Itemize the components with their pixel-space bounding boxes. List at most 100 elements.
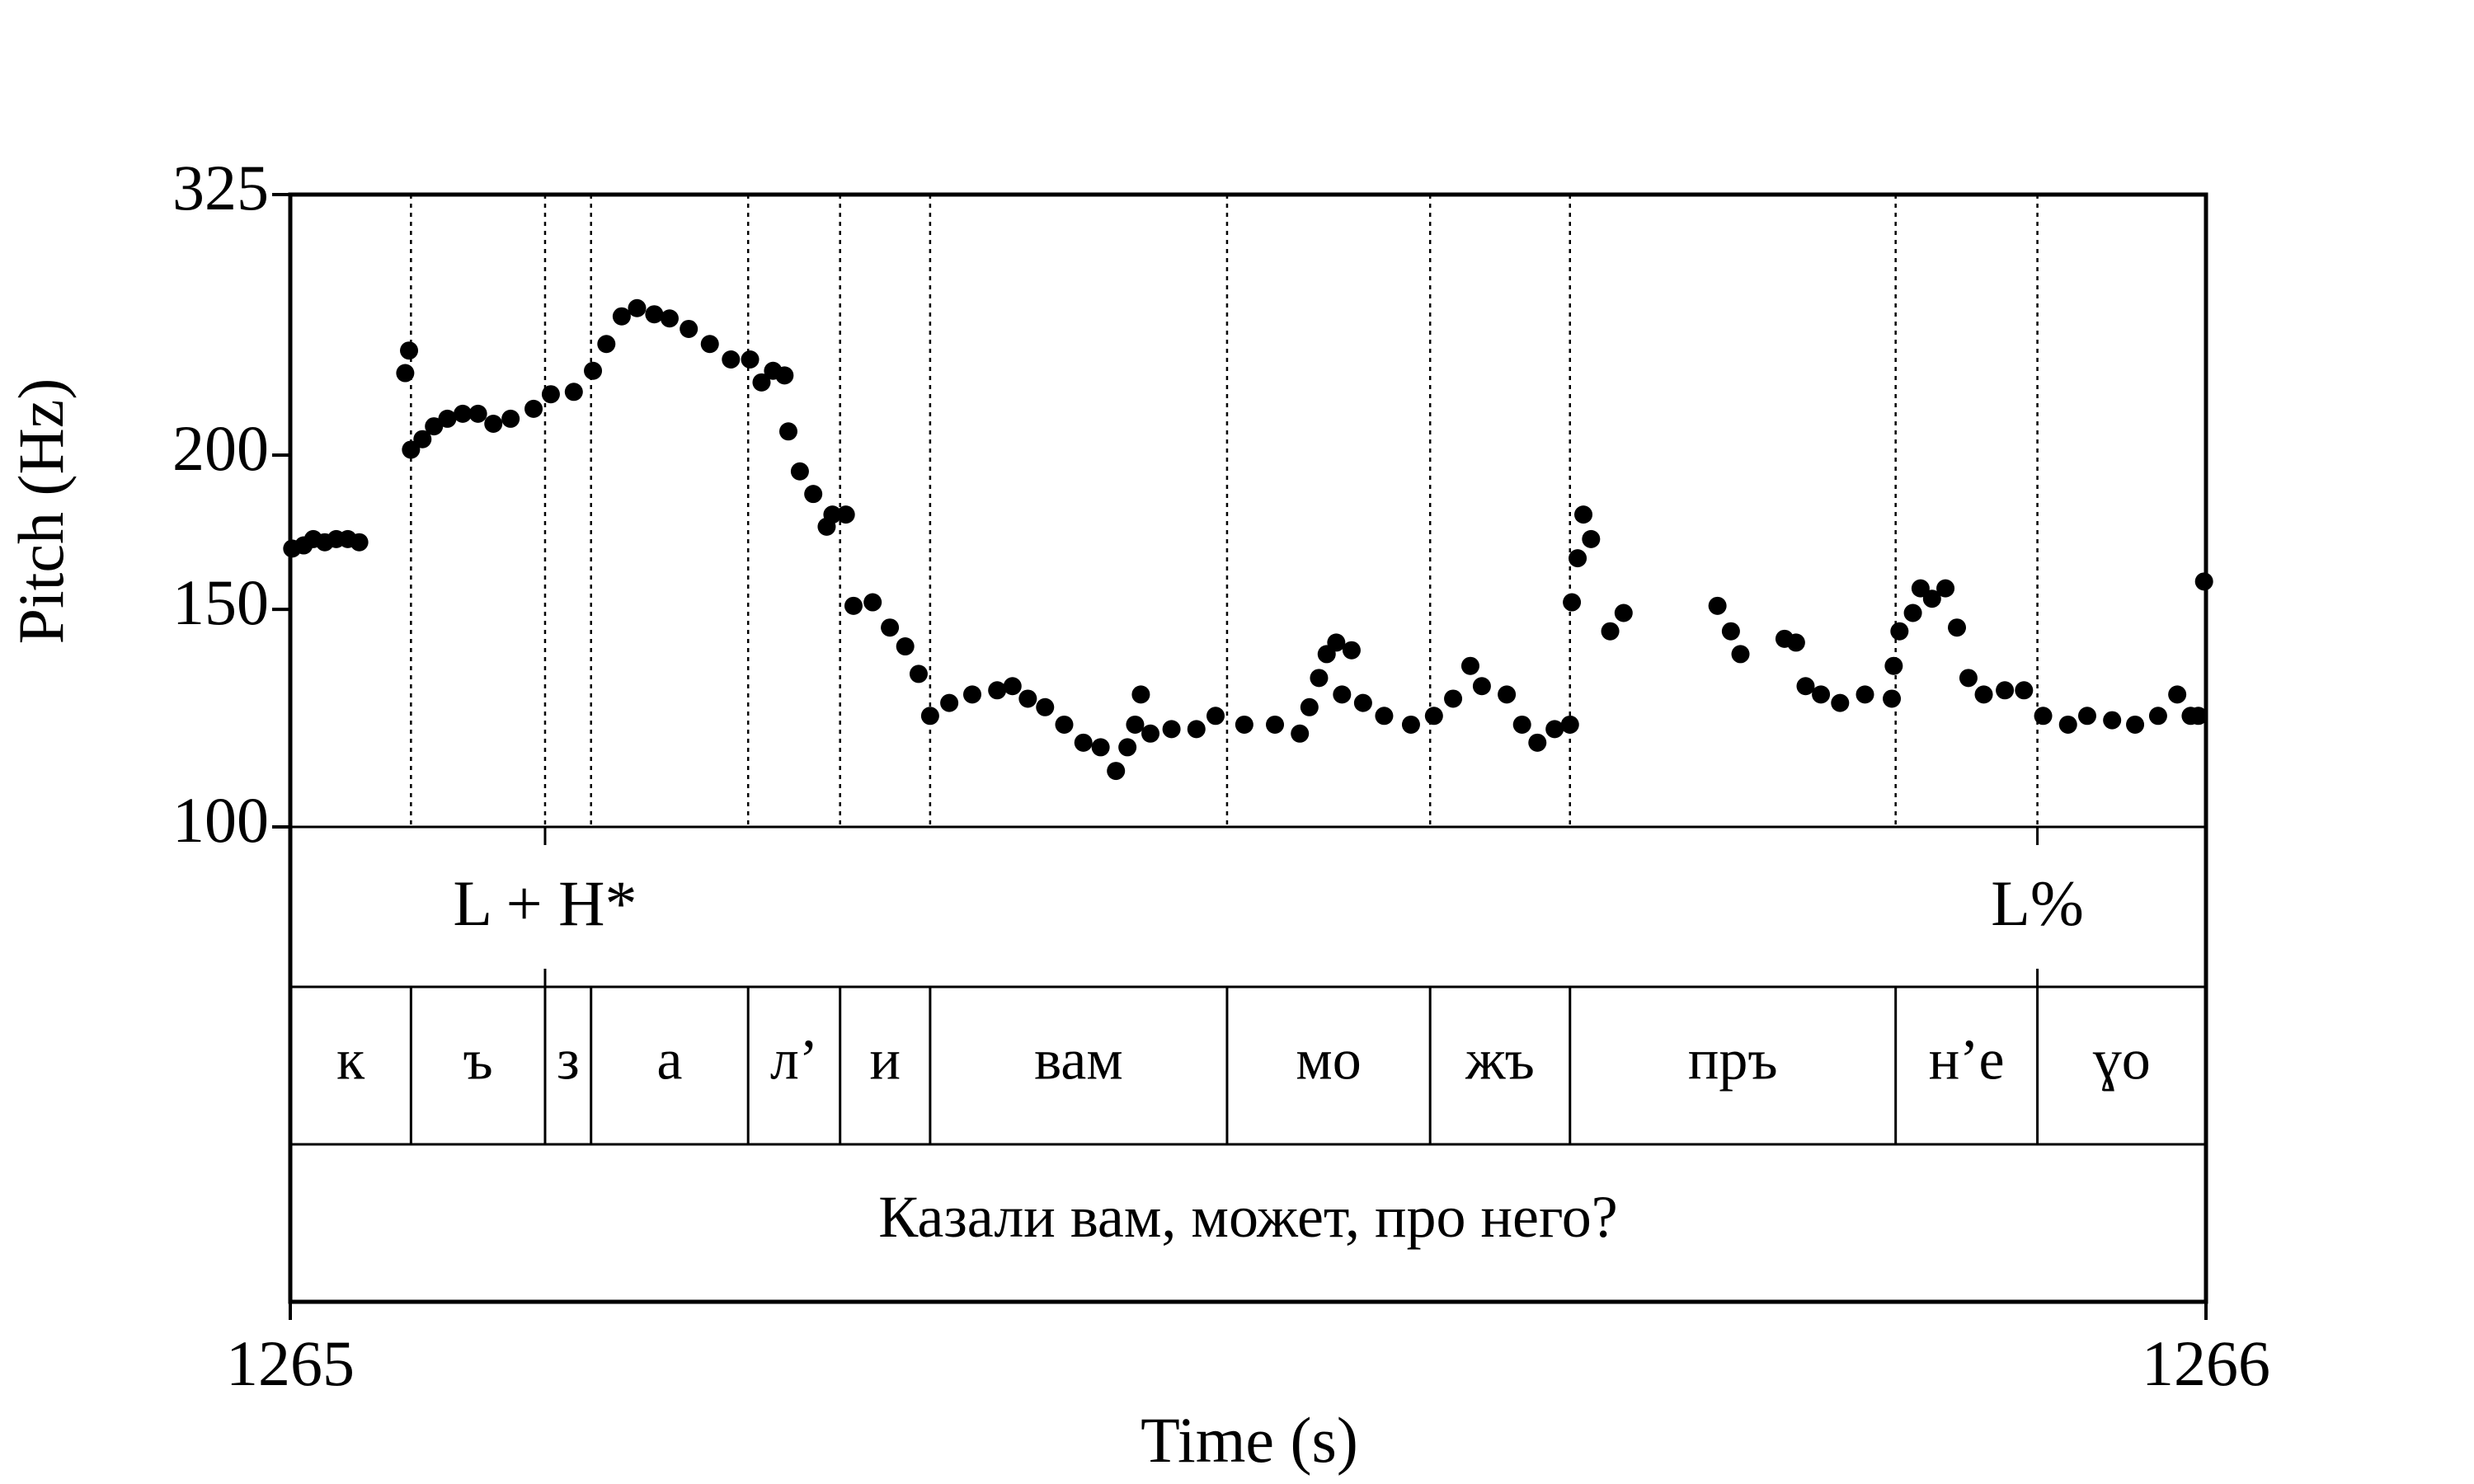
pitch-point [1036, 697, 1055, 716]
pitch-point [836, 505, 855, 524]
pitch-point [413, 430, 432, 448]
pitch-point [425, 417, 444, 436]
pitch-point [1708, 596, 1727, 615]
pitch-point [741, 350, 760, 369]
pitch-point [1911, 579, 1930, 598]
tone-label: L% [1991, 867, 2084, 939]
pitch-point [1091, 738, 1110, 757]
pitch-point [1235, 715, 1253, 734]
pitch-point [541, 385, 560, 404]
segment-label: вам [1034, 1029, 1123, 1092]
pitch-point [1375, 707, 1394, 726]
y-tick-label: 200 [172, 412, 269, 484]
pitch-point [1131, 685, 1150, 704]
pitch-point [612, 307, 631, 326]
x-axis-label: Time (s) [1141, 1404, 1358, 1476]
pitch-point [790, 462, 809, 481]
pitch-point [1614, 603, 1633, 622]
pitch-point [778, 422, 797, 441]
pitch-point [1721, 622, 1740, 641]
pitch-point [1786, 633, 1805, 652]
pitch-point [962, 685, 981, 704]
pitch-point [628, 298, 647, 317]
segment-label: з [557, 1029, 580, 1092]
pitch-point [1472, 677, 1491, 696]
pitch-point [1353, 693, 1372, 712]
pitch-point [1512, 715, 1531, 734]
pitch-point [2077, 707, 2096, 726]
pitch-point [2103, 711, 2122, 730]
pitch-point [863, 593, 882, 612]
pitch-point [1545, 720, 1564, 739]
pitch-point [484, 415, 503, 434]
pitch-point [1074, 733, 1093, 752]
pitch-point [1055, 715, 1074, 734]
pitch-point [896, 637, 915, 656]
pitch-point [1731, 645, 1750, 664]
segment-label: л’ [770, 1029, 818, 1092]
pitch-point [402, 440, 421, 459]
pitch-point [2015, 681, 2034, 700]
segment-label: н’е [1929, 1029, 2005, 1092]
pitch-point [1582, 529, 1601, 548]
pitch-point [1291, 724, 1310, 743]
pitch-point [752, 373, 771, 392]
pitch-point [1528, 733, 1547, 752]
pitch-point [804, 485, 823, 504]
plot-frame [288, 192, 2208, 1304]
pitch-point [1187, 720, 1206, 739]
pitch-point [1401, 715, 1420, 734]
pitch-point [1974, 685, 1993, 704]
sentence-label: Казали вам, может, про него? [878, 1184, 1617, 1250]
pitch-point [1003, 677, 1022, 696]
pitch-point [1569, 549, 1587, 568]
segment-label: ъ [463, 1029, 493, 1092]
pitch-point [1460, 656, 1479, 675]
segment-label: и [870, 1029, 901, 1092]
pitch-point [1890, 622, 1909, 641]
pitch-point [1333, 685, 1352, 704]
pitch-point [823, 505, 842, 524]
pitch-point [2168, 685, 2187, 704]
pitch-point [1342, 641, 1361, 660]
pitch-point [2194, 572, 2213, 591]
pitch-point [2189, 707, 2208, 726]
pitch-point [722, 350, 741, 369]
pitch-point [350, 533, 369, 552]
pitch-point [645, 305, 664, 324]
pitch-point [400, 341, 419, 360]
pitch-point [454, 404, 473, 423]
pitch-point [438, 409, 457, 428]
pitch-point [1996, 681, 2015, 700]
pitch-point [1796, 677, 1815, 696]
pitch-point [1107, 762, 1126, 781]
pitch-point [1498, 685, 1517, 704]
segment-label: мо [1296, 1029, 1361, 1092]
y-tick-label: 325 [172, 152, 269, 223]
pitch-point [1922, 589, 1941, 608]
y-tick-label: 150 [172, 566, 269, 638]
pitch-point [1883, 689, 1902, 708]
pitch-point [988, 681, 1007, 700]
pitch-point [1948, 618, 1967, 637]
pitch-point [1936, 579, 1955, 598]
pitch-point [564, 383, 583, 402]
pitch-point [584, 361, 603, 380]
pitch-point [1884, 656, 1903, 675]
pitch-point [2034, 707, 2053, 726]
segment-label: а [656, 1029, 682, 1092]
pitch-point [1141, 724, 1160, 743]
segment-label: жъ [1465, 1029, 1535, 1092]
pitch-point [2148, 707, 2167, 726]
pitch-point [920, 707, 939, 726]
pitch-point [1300, 697, 1319, 716]
pitch-point [1266, 715, 1285, 734]
pitch-point [1118, 738, 1137, 757]
pitch-point [660, 309, 679, 328]
pitch-point [524, 399, 543, 418]
y-axis-label: Pitch (Hz) [5, 378, 77, 645]
segment-label: к [336, 1029, 365, 1092]
pitch-point [909, 665, 928, 683]
pitch-point [1126, 715, 1145, 734]
